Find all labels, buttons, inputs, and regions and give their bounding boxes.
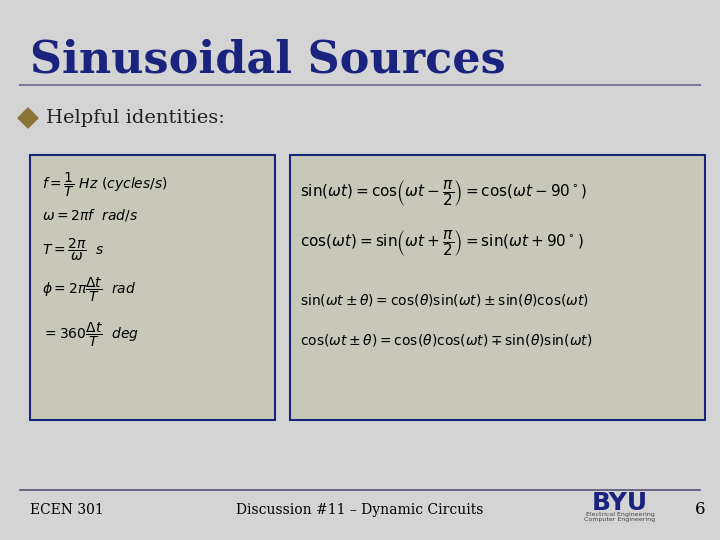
Text: BYU: BYU — [592, 491, 648, 515]
Text: $\sin(\omega t) = \cos\!\left(\omega t - \dfrac{\pi}{2}\right) = \cos(\omega t -: $\sin(\omega t) = \cos\!\left(\omega t -… — [300, 178, 588, 208]
Text: Helpful identities:: Helpful identities: — [46, 109, 225, 127]
Text: ECEN 301: ECEN 301 — [30, 503, 104, 517]
Text: $f = \dfrac{1}{T}\ Hz\ (cycles/s)$: $f = \dfrac{1}{T}\ Hz\ (cycles/s)$ — [42, 171, 168, 199]
Text: $T = \dfrac{2\pi}{\omega}\ \ s$: $T = \dfrac{2\pi}{\omega}\ \ s$ — [42, 237, 104, 263]
Text: $\omega = 2\pi f\ \ rad/s$: $\omega = 2\pi f\ \ rad/s$ — [42, 207, 138, 223]
Text: $\cos(\omega t \pm \theta) = \cos(\theta)\cos(\omega t) \mp \sin(\theta)\sin(\om: $\cos(\omega t \pm \theta) = \cos(\theta… — [300, 332, 593, 348]
Polygon shape — [18, 108, 38, 128]
Text: $\cos(\omega t) = \sin\!\left(\omega t + \dfrac{\pi}{2}\right) = \sin(\omega t +: $\cos(\omega t) = \sin\!\left(\omega t +… — [300, 228, 584, 258]
Text: $= 360\dfrac{\Delta t}{T}\ \ deg$: $= 360\dfrac{\Delta t}{T}\ \ deg$ — [42, 321, 139, 349]
Text: Electrical Engineering
Computer Engineering: Electrical Engineering Computer Engineer… — [585, 511, 656, 522]
Text: Sinusoidal Sources: Sinusoidal Sources — [30, 38, 505, 82]
FancyBboxPatch shape — [30, 155, 275, 420]
FancyBboxPatch shape — [290, 155, 705, 420]
Text: $\phi = 2\pi\dfrac{\Delta t}{T}\ \ rad$: $\phi = 2\pi\dfrac{\Delta t}{T}\ \ rad$ — [42, 276, 136, 304]
Text: $\sin(\omega t \pm \theta) = \cos(\theta)\sin(\omega t) \pm \sin(\theta)\cos(\om: $\sin(\omega t \pm \theta) = \cos(\theta… — [300, 292, 589, 308]
Text: 6: 6 — [695, 502, 706, 518]
Text: Discussion #11 – Dynamic Circuits: Discussion #11 – Dynamic Circuits — [236, 503, 484, 517]
